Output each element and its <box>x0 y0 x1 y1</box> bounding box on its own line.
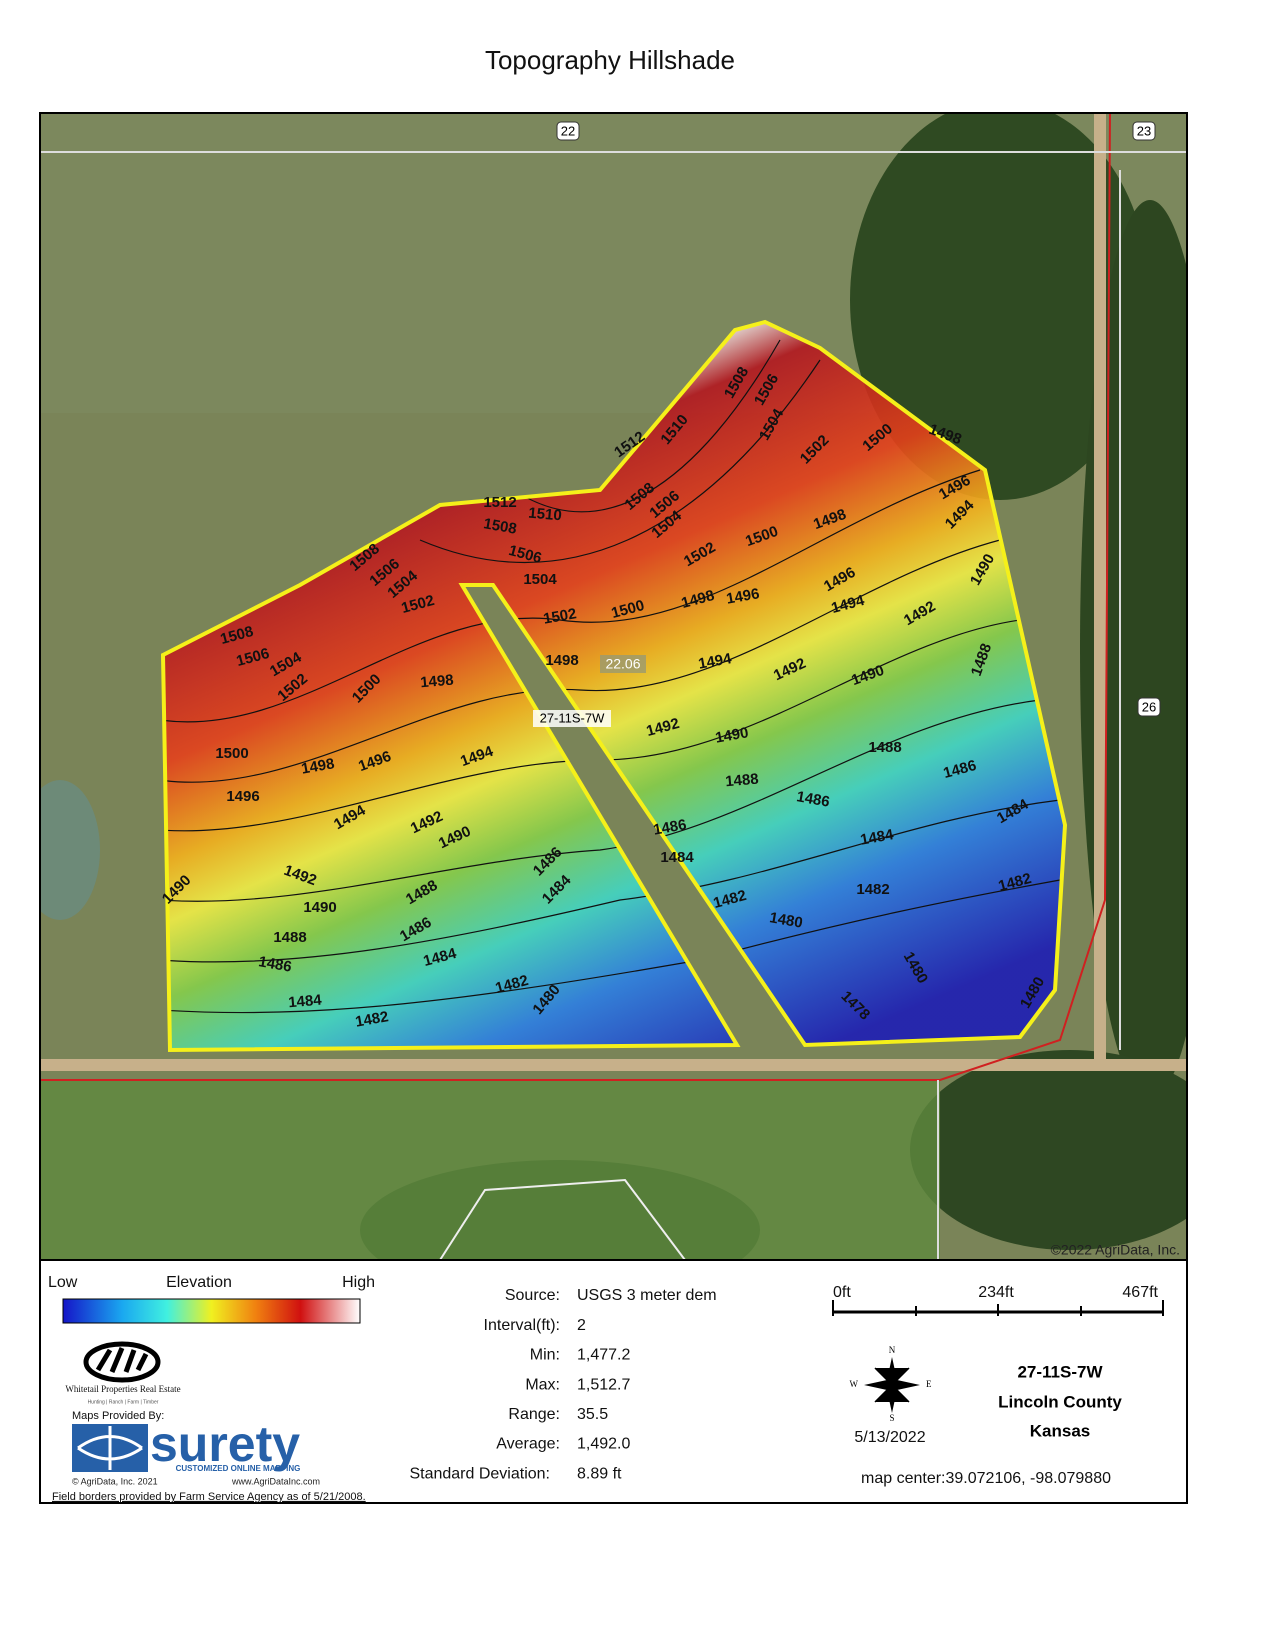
contour-label: 1504 <box>523 571 557 588</box>
stat-label: Standard Deviation: <box>409 1465 550 1482</box>
contour-label: 1502 <box>542 605 578 628</box>
contour-label: 1496 <box>226 788 259 805</box>
stat-label: Interval(ft): <box>484 1317 560 1334</box>
road-marker: 26 <box>1137 697 1161 717</box>
stat-label: Source: <box>505 1287 560 1304</box>
contour-label: 1510 <box>528 505 563 525</box>
compass-s: S <box>889 1413 894 1423</box>
compass-n: N <box>889 1345 896 1355</box>
contour-label: 1488 <box>725 771 760 791</box>
contour-label: 1484 <box>288 991 323 1011</box>
legend-colorbar <box>62 1298 361 1324</box>
contour-label: 1496 <box>725 585 761 608</box>
agridata-copyright: © AgriData, Inc. 2021 <box>72 1476 158 1486</box>
stat-value: 8.89 ft <box>577 1465 622 1482</box>
road-badge <box>556 121 580 141</box>
stat-value: 1,477.2 <box>577 1347 630 1364</box>
road-label: 23 <box>1137 123 1151 138</box>
contour-label: 1498 <box>420 672 455 692</box>
contour-label: 1486 <box>795 788 831 811</box>
compass-e: E <box>926 1379 932 1389</box>
location-line: Lincoln County <box>998 1392 1122 1411</box>
contour-label: 1498 <box>300 755 336 778</box>
stat-value: 1,492.0 <box>577 1436 630 1453</box>
scale-label: 467ft <box>1122 1284 1158 1301</box>
road-label: 26 <box>1142 699 1156 714</box>
legend-label: Elevation <box>166 1274 232 1291</box>
legend-low: Low <box>48 1274 78 1291</box>
contour-label: 1486 <box>652 816 688 839</box>
road-badge <box>1132 121 1156 141</box>
road-marker: 23 <box>1132 121 1156 141</box>
tagline: Hunting | Ranch | Farm | Timber <box>88 1399 159 1405</box>
contour-label: 1512 <box>483 494 516 511</box>
acreage-badge <box>600 655 646 673</box>
map-center: map center:39.072106, -98.079880 <box>861 1470 1111 1487</box>
contour-label: 1498 <box>545 652 578 669</box>
contour-label: 1484 <box>660 849 694 866</box>
scale-label: 0ft <box>833 1284 851 1301</box>
section-label: 27-11S-7W <box>540 710 606 725</box>
scale-bar <box>832 1300 1164 1316</box>
title: Topography Hillshade <box>485 45 735 75</box>
contour-label: 1488 <box>868 739 901 756</box>
location-line: Kansas <box>1030 1421 1090 1440</box>
surety-logo: surety <box>150 1416 300 1472</box>
location-line: 27-11S-7W <box>1017 1362 1103 1381</box>
legend-high: High <box>342 1274 375 1291</box>
surety-globe <box>72 1424 148 1472</box>
company: Whitetail Properties Real Estate <box>65 1384 180 1394</box>
contour-label: 1480 <box>768 909 804 932</box>
scale-label: 234ft <box>978 1284 1014 1301</box>
contour-label: 1494 <box>697 650 733 673</box>
whitetail-logo <box>83 1341 161 1383</box>
stat-value: 35.5 <box>577 1406 608 1423</box>
compass <box>864 1357 920 1413</box>
contour-label: 1490 <box>303 899 336 916</box>
stat-value: 1,512.7 <box>577 1376 630 1393</box>
contour-label: 1508 <box>482 515 518 538</box>
contour-label: 1500 <box>215 745 248 762</box>
road-badge <box>1137 697 1161 717</box>
acreage-label: 22.06 <box>605 656 640 672</box>
contour-label: 1484 <box>859 826 895 849</box>
contour-label: 1482 <box>856 881 889 898</box>
provided-by: Maps Provided By: <box>72 1410 164 1422</box>
stat-value: 2 <box>577 1317 586 1334</box>
section-badge <box>533 710 611 727</box>
stat-value: USGS 3 meter dem <box>577 1287 717 1304</box>
stat-label: Max: <box>525 1376 560 1393</box>
road-marker: 22 <box>556 121 580 141</box>
map-copyright: ©2022 AgriData, Inc. <box>1051 1242 1180 1258</box>
stat-label: Average: <box>496 1436 560 1453</box>
contour-label: 1490 <box>714 724 750 747</box>
road-label: 22 <box>561 123 575 138</box>
contour-label: 1486 <box>257 953 293 976</box>
stat-label: Range: <box>508 1406 560 1423</box>
date: 5/13/2022 <box>854 1429 925 1446</box>
website: www.AgriDataInc.com <box>231 1476 320 1486</box>
compass-w: W <box>850 1379 859 1389</box>
logo-tagline: CUSTOMIZED ONLINE MAPPING <box>176 1464 301 1473</box>
statistics: Source: USGS 3 meter dem Interval(ft): 2 Min… <box>409 1287 716 1482</box>
stat-label: Min: <box>530 1347 560 1364</box>
footer: Field borders provided by Farm Service A… <box>52 1491 366 1503</box>
contour-label: 1488 <box>273 929 306 946</box>
contour-label: 1482 <box>354 1008 390 1031</box>
frame <box>39 112 1188 1504</box>
